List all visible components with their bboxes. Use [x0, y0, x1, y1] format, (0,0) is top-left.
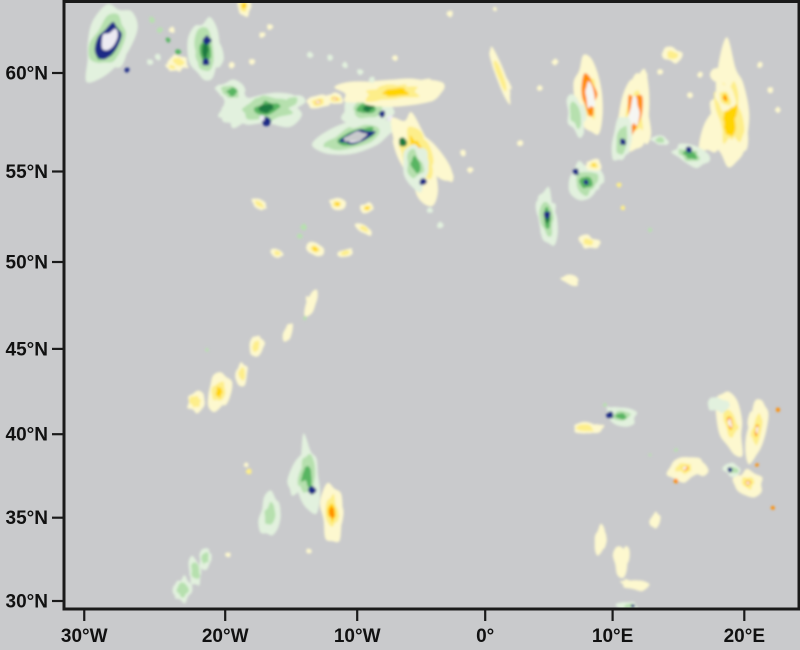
svg-text:20°E: 20°E [724, 626, 765, 647]
svg-text:55°N: 55°N [6, 162, 48, 183]
svg-text:30°N: 30°N [6, 592, 48, 613]
svg-text:60°N: 60°N [6, 64, 48, 85]
svg-text:40°N: 40°N [6, 425, 48, 446]
svg-text:10°W: 10°W [334, 626, 381, 647]
svg-text:10°E: 10°E [592, 626, 633, 647]
svg-text:50°N: 50°N [6, 253, 48, 274]
svg-text:0°: 0° [476, 626, 494, 647]
svg-text:30°W: 30°W [61, 626, 108, 647]
svg-text:20°W: 20°W [202, 626, 249, 647]
svg-text:45°N: 45°N [6, 339, 48, 360]
svg-text:35°N: 35°N [6, 508, 48, 529]
